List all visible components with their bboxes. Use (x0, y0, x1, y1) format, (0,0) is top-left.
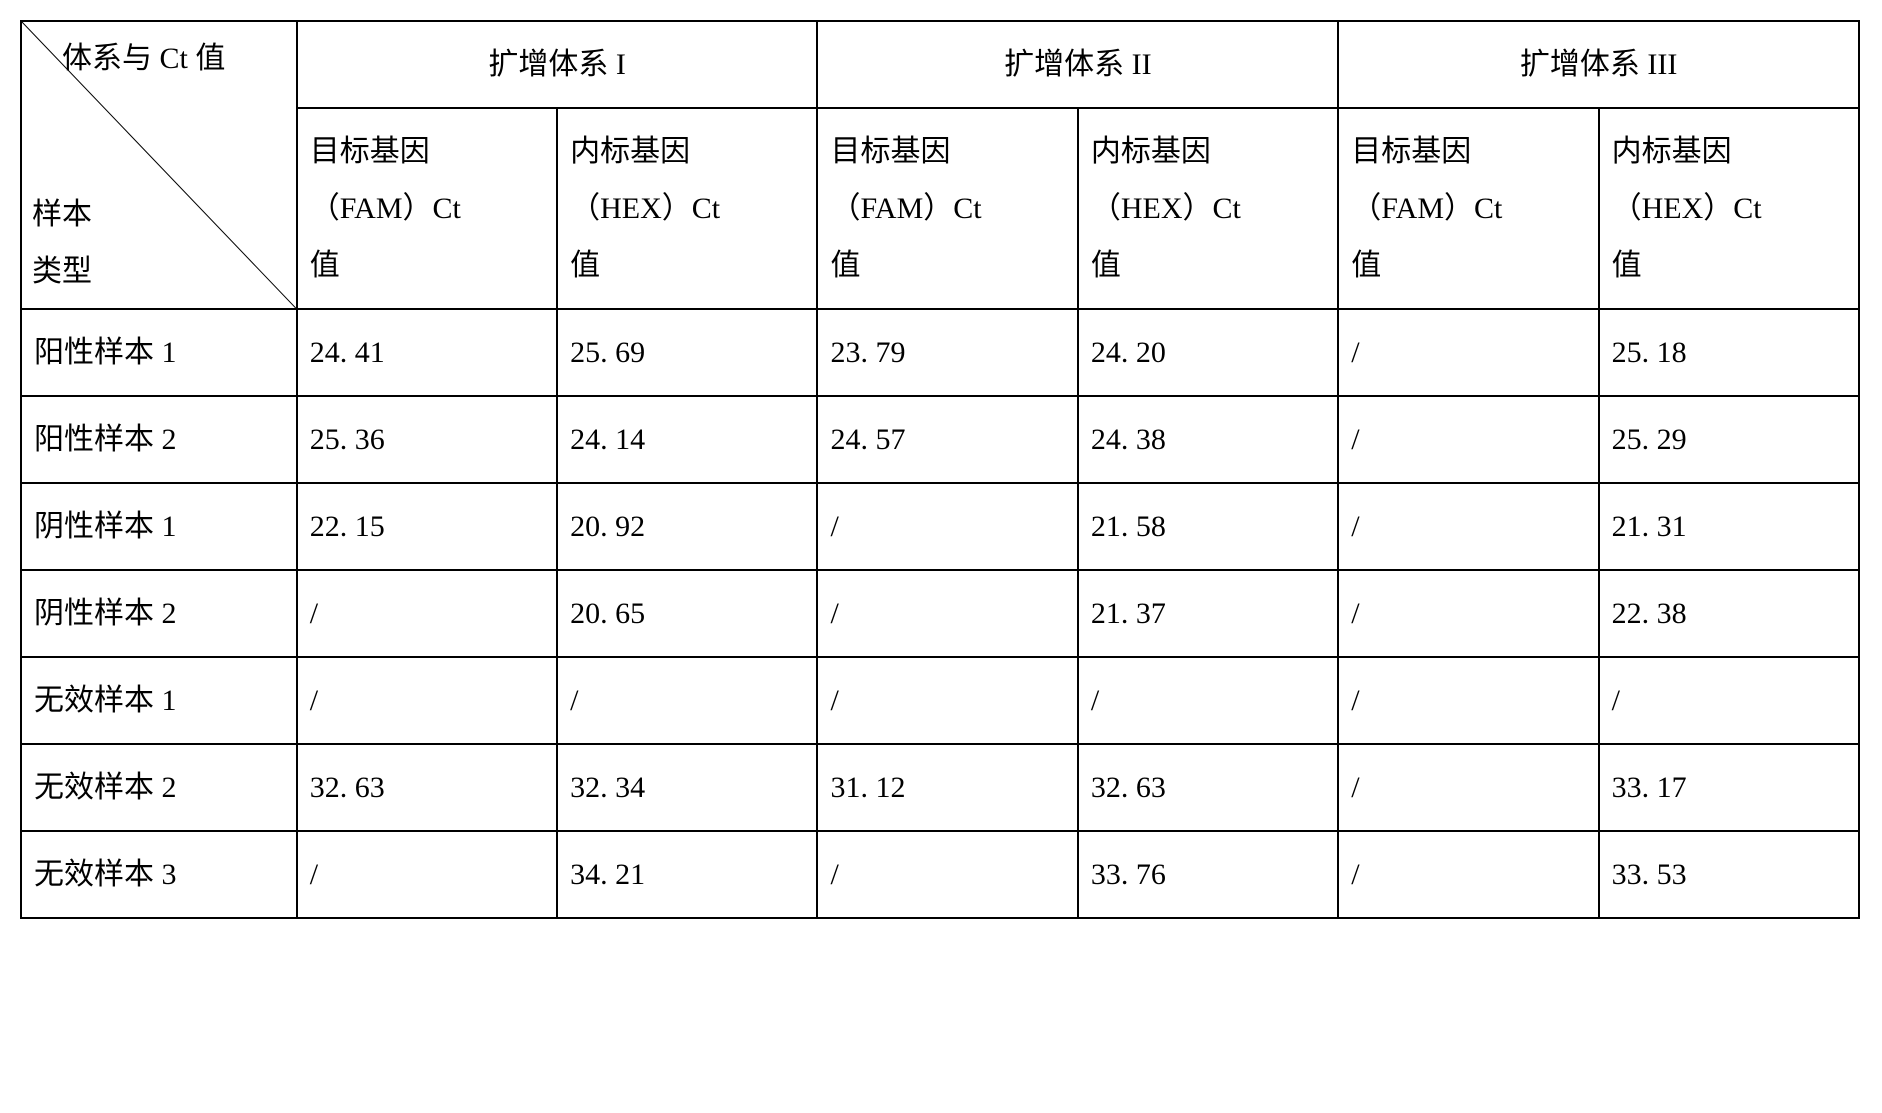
sub-header-1-target: 目标基因 （FAM）Ct 值 (297, 108, 557, 309)
row-label: 阳性样本 2 (21, 396, 297, 483)
data-cell: / (817, 657, 1077, 744)
table-row: 无效样本 232. 6332. 3431. 1232. 63/33. 17 (21, 744, 1859, 831)
data-cell: 23. 79 (817, 309, 1077, 396)
data-cell: / (1338, 396, 1598, 483)
data-cell: 21. 58 (1078, 483, 1338, 570)
data-cell: 20. 92 (557, 483, 817, 570)
data-cell: 25. 18 (1599, 309, 1859, 396)
table-row: 无效样本 3/34. 21/33. 76/33. 53 (21, 831, 1859, 918)
row-label: 无效样本 1 (21, 657, 297, 744)
data-cell: / (297, 657, 557, 744)
data-cell: 32. 34 (557, 744, 817, 831)
data-cell: / (817, 831, 1077, 918)
data-cell: 32. 63 (297, 744, 557, 831)
data-cell: / (1338, 483, 1598, 570)
ct-values-table: 体系与 Ct 值 样本 类型 扩增体系 I 扩增体系 II 扩增体系 III 目… (20, 20, 1860, 919)
table-row: 阳性样本 225. 3624. 1424. 5724. 38/25. 29 (21, 396, 1859, 483)
diagonal-header-bottom: 样本 类型 (32, 186, 92, 300)
row-label: 阳性样本 1 (21, 309, 297, 396)
data-cell: / (817, 483, 1077, 570)
data-cell: 24. 14 (557, 396, 817, 483)
data-cell: 24. 41 (297, 309, 557, 396)
table-row: 阳性样本 124. 4125. 6923. 7924. 20/25. 18 (21, 309, 1859, 396)
data-cell: 25. 29 (1599, 396, 1859, 483)
row-label: 阴性样本 1 (21, 483, 297, 570)
row-label: 阴性样本 2 (21, 570, 297, 657)
data-cell: 24. 57 (817, 396, 1077, 483)
sub-header-2-internal: 内标基因 （HEX）Ct 值 (1078, 108, 1338, 309)
data-cell: 33. 76 (1078, 831, 1338, 918)
table-row: 无效样本 1////// (21, 657, 1859, 744)
group-header-3: 扩增体系 III (1338, 21, 1859, 108)
data-cell: 34. 21 (557, 831, 817, 918)
data-cell: 24. 20 (1078, 309, 1338, 396)
data-cell: 21. 31 (1599, 483, 1859, 570)
data-cell: 25. 36 (297, 396, 557, 483)
header-row-1: 体系与 Ct 值 样本 类型 扩增体系 I 扩增体系 II 扩增体系 III (21, 21, 1859, 108)
diag-bottom-line2: 类型 (32, 255, 92, 288)
data-cell: / (1338, 309, 1598, 396)
data-cell: 21. 37 (1078, 570, 1338, 657)
sub-header-3-target: 目标基因 （FAM）Ct 值 (1338, 108, 1598, 309)
diagonal-header-cell: 体系与 Ct 值 样本 类型 (21, 21, 297, 309)
table-row: 阴性样本 2/20. 65/21. 37/22. 38 (21, 570, 1859, 657)
data-cell: / (817, 570, 1077, 657)
data-cell: 22. 15 (297, 483, 557, 570)
data-cell: / (1338, 570, 1598, 657)
data-cell: 33. 17 (1599, 744, 1859, 831)
data-cell: 32. 63 (1078, 744, 1338, 831)
data-cell: 33. 53 (1599, 831, 1859, 918)
row-label: 无效样本 3 (21, 831, 297, 918)
sub-header-2-target: 目标基因 （FAM）Ct 值 (817, 108, 1077, 309)
data-cell: 22. 38 (1599, 570, 1859, 657)
diag-bottom-line1: 样本 (32, 198, 92, 231)
sub-header-3-internal: 内标基因 （HEX）Ct 值 (1599, 108, 1859, 309)
data-cell: / (1338, 744, 1598, 831)
diagonal-header-top: 体系与 Ct 值 (62, 30, 286, 87)
data-cell: 20. 65 (557, 570, 817, 657)
data-cell: 25. 69 (557, 309, 817, 396)
group-header-1: 扩增体系 I (297, 21, 818, 108)
data-cell: / (1338, 831, 1598, 918)
table-row: 阴性样本 122. 1520. 92/21. 58/21. 31 (21, 483, 1859, 570)
data-cell: / (557, 657, 817, 744)
sub-header-1-internal: 内标基因 （HEX）Ct 值 (557, 108, 817, 309)
row-label: 无效样本 2 (21, 744, 297, 831)
data-cell: / (1599, 657, 1859, 744)
data-cell: / (297, 570, 557, 657)
table-body: 阳性样本 124. 4125. 6923. 7924. 20/25. 18阳性样… (21, 309, 1859, 918)
data-cell: 31. 12 (817, 744, 1077, 831)
data-cell: / (297, 831, 557, 918)
data-cell: 24. 38 (1078, 396, 1338, 483)
group-header-2: 扩增体系 II (817, 21, 1338, 108)
data-cell: / (1078, 657, 1338, 744)
data-cell: / (1338, 657, 1598, 744)
